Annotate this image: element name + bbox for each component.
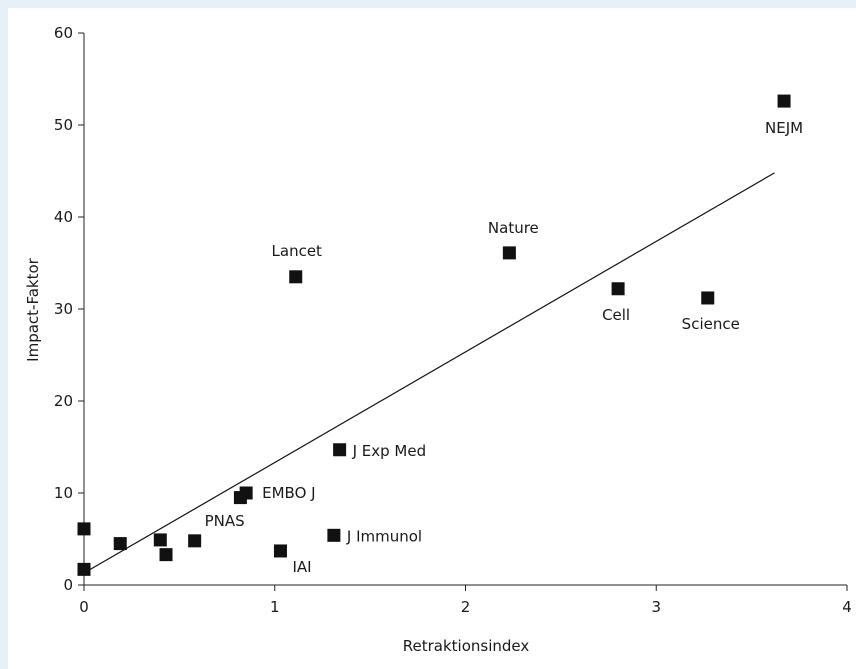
x-tick-label: 2 — [461, 598, 471, 616]
point-label: PNAS — [205, 512, 245, 530]
trendline-layer — [83, 172, 775, 574]
data-point — [777, 94, 791, 108]
point-label: Science — [682, 315, 740, 333]
trendline — [83, 172, 775, 574]
y-tick-label: 20 — [54, 392, 73, 410]
point-label: IAI — [292, 558, 311, 576]
x-tick-label: 4 — [842, 598, 852, 616]
data-point — [153, 533, 167, 547]
point-label: Nature — [488, 219, 539, 237]
y-axis-title: Impact-Faktor — [24, 257, 42, 361]
data-point — [233, 491, 247, 505]
point-label: EMBO J — [262, 484, 315, 502]
data-point — [333, 443, 347, 457]
y-tick-label: 60 — [54, 24, 73, 42]
data-point — [701, 291, 715, 305]
x-tick-label: 3 — [651, 598, 661, 616]
data-point — [77, 522, 91, 536]
data-point — [289, 270, 303, 284]
point-label: J Immunol — [346, 527, 422, 545]
y-tick-label: 40 — [54, 208, 73, 226]
point-label: Lancet — [272, 242, 323, 260]
point-label: Cell — [602, 306, 630, 324]
y-tick-label: 0 — [63, 576, 73, 594]
data-point — [77, 562, 91, 576]
x-axis-title: Retraktionsindex — [403, 637, 530, 655]
data-point — [113, 537, 127, 551]
y-tick-label: 50 — [54, 116, 73, 134]
data-point — [327, 528, 341, 542]
x-tick-label: 0 — [79, 598, 89, 616]
data-points — [77, 94, 791, 576]
point-labels: NEJM Nature Lancet Cell Science J Exp Med EMBO… — [205, 119, 803, 576]
point-label: J Exp Med — [352, 442, 427, 460]
y-tick-label: 10 — [54, 484, 73, 502]
point-label: NEJM — [765, 119, 803, 137]
data-point — [159, 548, 173, 562]
data-point — [273, 544, 287, 558]
plot-background — [8, 8, 856, 669]
data-point — [502, 246, 516, 260]
x-tick-label: 1 — [270, 598, 280, 616]
data-point — [188, 534, 202, 548]
y-tick-label: 30 — [54, 300, 73, 318]
data-point — [611, 282, 625, 296]
